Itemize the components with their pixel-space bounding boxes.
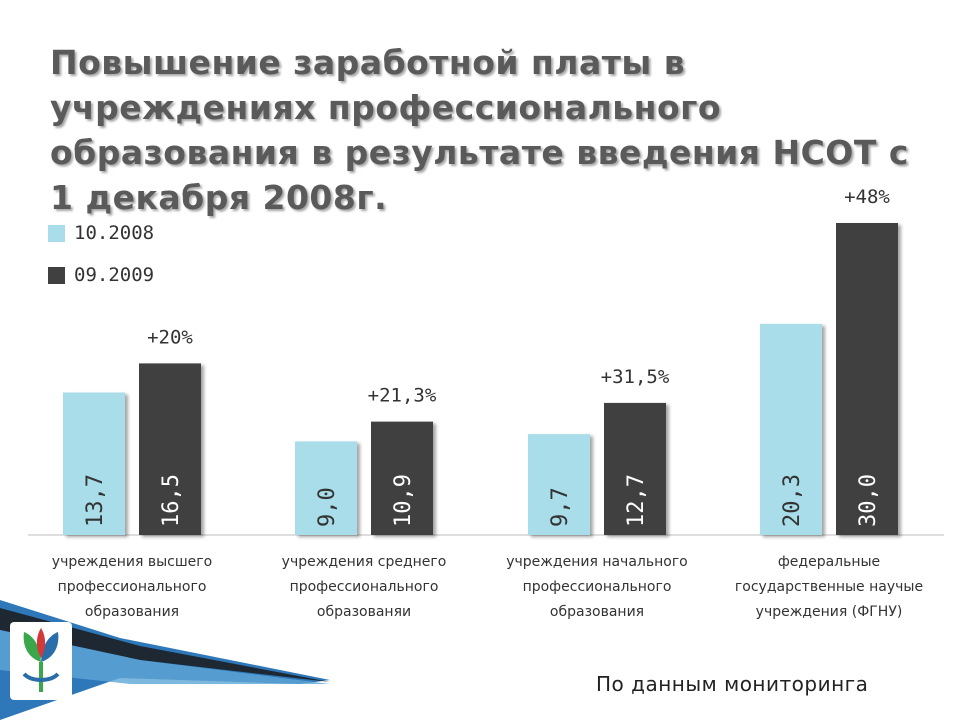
legend-swatch-series-1 bbox=[48, 224, 65, 242]
category-label-federal-research: федеральные государственные научые учреж… bbox=[734, 554, 924, 620]
bar-federal-research-series-2 bbox=[836, 223, 898, 535]
legend-label-series-1: 10.2008 bbox=[74, 222, 155, 244]
data-label-federal-research-series-1: 20,3 bbox=[780, 474, 805, 527]
growth-label-primary-education: +31,5% bbox=[601, 366, 670, 388]
data-label-higher-education-series-1: 13,7 bbox=[83, 474, 108, 527]
trade-union-flower-logo-icon bbox=[10, 622, 72, 700]
category-label-secondary-education: учреждения среднего профессионального об… bbox=[281, 554, 447, 620]
bar-secondary-education-series-1 bbox=[295, 441, 357, 535]
bar-higher-education-series-1 bbox=[63, 392, 125, 535]
bar-secondary-education-series-2 bbox=[371, 421, 433, 535]
footer-decoration bbox=[0, 600, 330, 720]
data-label-federal-research-series-2: 30,0 bbox=[856, 474, 881, 527]
footer-light-stripe bbox=[0, 630, 330, 684]
source-note: По данным мониторинга bbox=[596, 672, 869, 696]
legend-swatch-series-2 bbox=[48, 266, 65, 284]
category-label-higher-education: учреждения высшего профессионального обр… bbox=[51, 554, 213, 620]
category-label-primary-education: учреждения начального профессионального … bbox=[506, 554, 688, 620]
slide-title: Повышение заработной платы в учреждениях… bbox=[50, 43, 909, 217]
bar-higher-education-series-2 bbox=[139, 363, 201, 535]
bars-group: 13,7 16,5 +20% 9,0 10,9 +21,3% 9,7 12,7 +31,5% 20… bbox=[63, 186, 898, 535]
legend-label-series-2: 09.2009 bbox=[74, 264, 155, 286]
bar-primary-education-series-1 bbox=[528, 434, 590, 535]
growth-label-federal-research: +48% bbox=[844, 186, 890, 208]
bar-federal-research-series-1 bbox=[760, 323, 822, 535]
growth-label-secondary-education: +21,3% bbox=[368, 385, 437, 407]
legend-item-series-1: 10.2008 bbox=[48, 212, 154, 254]
data-label-secondary-education-series-1: 9,0 bbox=[315, 487, 340, 527]
data-label-primary-education-series-2: 12,7 bbox=[624, 474, 649, 527]
data-label-higher-education-series-2: 16,5 bbox=[159, 474, 184, 527]
legend-item-series-2: 09.2009 bbox=[48, 254, 154, 296]
data-label-secondary-education-series-2: 10,9 bbox=[391, 474, 416, 527]
data-label-primary-education-series-1: 9,7 bbox=[548, 487, 573, 527]
growth-label-higher-education: +20% bbox=[147, 326, 193, 348]
bar-primary-education-series-2 bbox=[604, 402, 666, 535]
chart-legend: 10.2008 09.2009 bbox=[48, 212, 154, 296]
